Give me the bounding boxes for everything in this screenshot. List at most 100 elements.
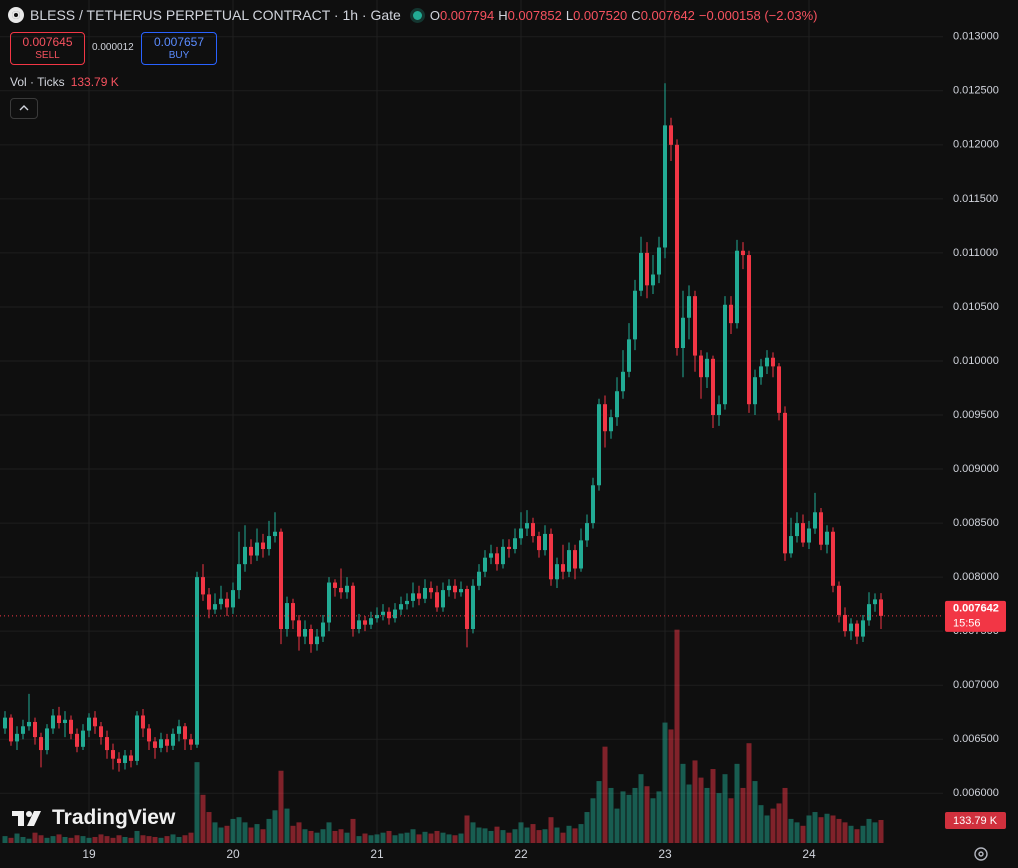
sell-button[interactable]: 0.007645 SELL: [10, 32, 85, 65]
volume-bar: [20, 836, 26, 843]
chevron: [19, 105, 29, 111]
volume-bar: [464, 815, 470, 843]
candle-body: [705, 358, 709, 378]
axis-layer: 0.013000 0.012500 0.012000 0.011500 0.011000…: [0, 31, 1006, 861]
x-tick-label: 19: [82, 847, 96, 861]
candle-body: [201, 577, 205, 595]
volume-bar: [284, 808, 290, 843]
candle-body: [381, 611, 385, 615]
candle-body: [843, 614, 847, 632]
candle-body: [459, 589, 463, 593]
volume-bar: [536, 830, 542, 843]
candle-body: [447, 585, 451, 591]
candle-body: [633, 290, 637, 340]
volume-bar: [338, 829, 344, 843]
volume-bar: [530, 824, 536, 843]
volume-bar: [818, 817, 824, 843]
volume-bar: [92, 836, 98, 843]
volume-bar: [14, 833, 20, 843]
volume-bar: [200, 794, 206, 843]
candle-body: [525, 523, 529, 529]
volume-bar: [866, 818, 872, 843]
volume-bar: [170, 834, 176, 843]
candle-body: [135, 715, 139, 761]
volume-bar: [800, 825, 806, 843]
candle-body: [255, 542, 259, 556]
y-tick-label: 0.012000: [953, 139, 999, 151]
volume-bar: [500, 830, 506, 843]
collapse-button[interactable]: [10, 98, 38, 119]
volume-bar: [320, 829, 326, 843]
candle-body: [411, 593, 415, 601]
symbol-title[interactable]: BLESS / TETHERUS PERPETUAL CONTRACT · 1h…: [30, 7, 401, 23]
candle-body: [495, 553, 499, 565]
candle-body: [795, 523, 799, 537]
legend-value: 0.007642: [640, 7, 695, 23]
volume-bar: [686, 784, 692, 843]
volume-bar: [440, 832, 446, 843]
candle-body: [603, 404, 607, 432]
legend-value: 0.007520: [573, 7, 628, 23]
candle-body: [267, 536, 271, 550]
candle-body: [687, 296, 691, 318]
volume-bar: [722, 774, 728, 843]
volume-bar: [62, 836, 68, 843]
candle-body: [861, 620, 865, 637]
volume-bar: [452, 835, 458, 843]
brand-logo[interactable]: TradingView: [12, 806, 175, 830]
volume-tag-label: 133.79 K: [953, 815, 998, 827]
legend-item: C0.007642: [631, 8, 695, 23]
candle-body: [39, 737, 43, 751]
volume-legend: Vol · Ticks 133.79 K: [10, 75, 119, 89]
volume-bar: [596, 781, 602, 843]
volume-bar: [314, 832, 320, 843]
volume-bar: [506, 832, 512, 843]
candle-body: [855, 623, 859, 637]
volume-bar: [410, 829, 416, 843]
candle-body: [159, 739, 163, 748]
volume-bar: [872, 822, 878, 843]
volume-bar: [602, 746, 608, 843]
candle-body: [681, 317, 685, 349]
candle-body: [669, 125, 673, 145]
volume-name[interactable]: Vol · Ticks: [10, 75, 65, 89]
buy-label: BUY: [168, 49, 190, 61]
volume-bar: [152, 836, 158, 843]
logo-part: [18, 811, 24, 826]
candle-body: [513, 538, 517, 550]
volume-bar: [548, 817, 554, 843]
volume-bar: [230, 818, 236, 843]
settings-icon[interactable]: [974, 847, 988, 861]
volume-bar: [188, 832, 194, 843]
candle-body: [363, 620, 367, 625]
volume-bar: [380, 832, 386, 843]
candle-body: [243, 546, 247, 565]
candle-body: [471, 585, 475, 630]
candle-body: [483, 557, 487, 572]
candle-body: [231, 590, 235, 608]
x-tick-label: 21: [370, 847, 384, 861]
y-tick-label: 0.006500: [953, 733, 999, 745]
volume-bar: [392, 835, 398, 843]
candle-body: [753, 377, 757, 405]
volume-bar: [110, 837, 116, 843]
volume-bar: [728, 798, 734, 843]
candle-body: [699, 355, 703, 378]
countdown: 15:56: [953, 618, 981, 630]
candle-body: [627, 339, 631, 372]
sell-price: 0.007645: [22, 34, 73, 49]
buy-button[interactable]: 0.007657 BUY: [141, 32, 217, 65]
candle-body: [555, 564, 559, 580]
volume-bar: [584, 812, 590, 843]
y-tick-label: 0.009500: [953, 409, 999, 421]
volume-bar: [146, 836, 152, 843]
volume-bar: [572, 828, 578, 843]
candle-body: [63, 719, 67, 724]
candle-body: [417, 593, 421, 599]
candle-body: [99, 726, 103, 738]
volume-bar: [422, 831, 428, 843]
candle-body: [387, 611, 391, 619]
candle-body: [567, 550, 571, 572]
change: −0.000158 (−2.03%): [698, 7, 818, 23]
candle-body: [807, 528, 811, 543]
